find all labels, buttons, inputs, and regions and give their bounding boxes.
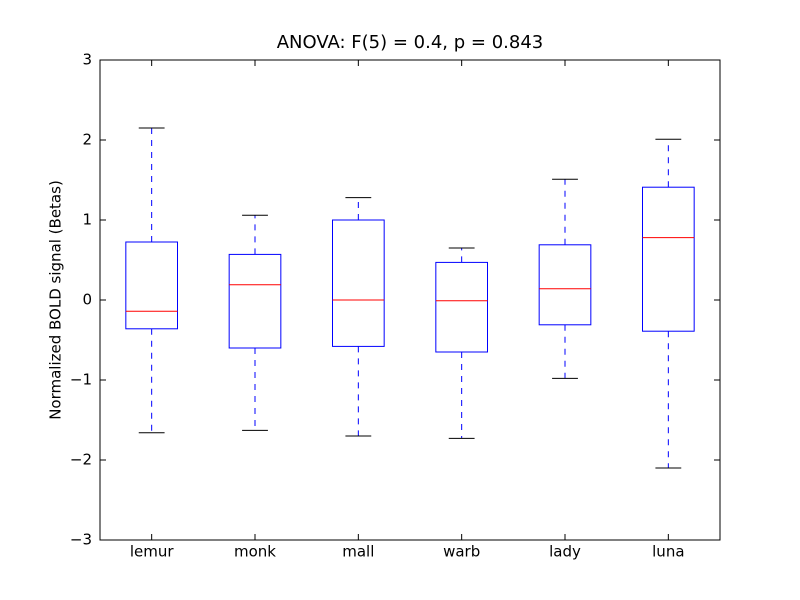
y-tick-label: 3 (82, 51, 92, 69)
x-tick-label: monk (234, 543, 276, 561)
box (538, 244, 592, 326)
box (332, 219, 385, 347)
y-tick-label: −1 (70, 371, 92, 389)
box (125, 241, 179, 330)
box (228, 253, 282, 349)
x-tick-label: luna (652, 543, 684, 561)
box (435, 261, 489, 353)
y-tick-label: −2 (70, 451, 92, 469)
y-tick-label: 2 (82, 131, 92, 149)
x-tick-label: lady (549, 543, 581, 561)
y-tick-label: −3 (70, 531, 92, 549)
x-tick-label: lemur (130, 543, 175, 561)
x-tick-label: mall (342, 543, 374, 561)
y-tick-label: 1 (82, 211, 92, 229)
y-axis-label: Normalized BOLD signal (Betas) (47, 180, 65, 420)
y-tick-label: 0 (82, 291, 92, 309)
box (642, 186, 695, 332)
chart-title: ANOVA: F(5) = 0.4, p = 0.843 (277, 32, 544, 53)
plot-frame (99, 59, 721, 541)
x-tick-label: warb (443, 543, 480, 561)
